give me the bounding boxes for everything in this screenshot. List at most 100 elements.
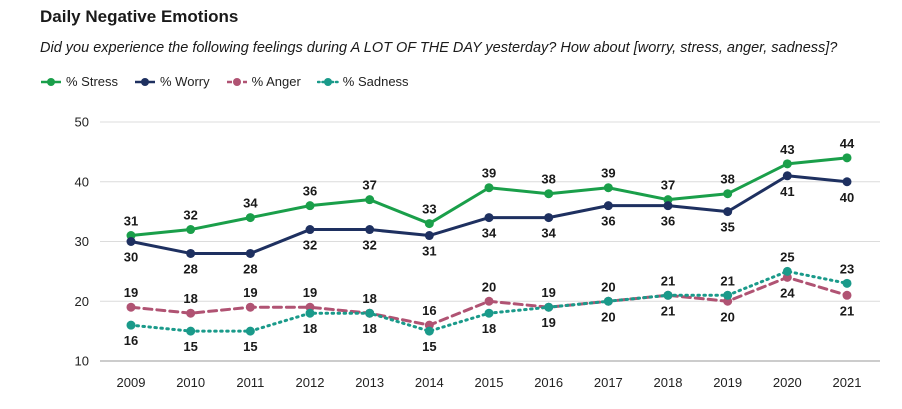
data-label-worry: 31 [422, 244, 436, 259]
data-label-worry: 41 [780, 184, 794, 199]
data-point-sadness [424, 326, 434, 336]
data-label-sadness: 18 [303, 321, 317, 336]
data-point-worry [424, 231, 434, 241]
data-label-worry: 32 [362, 238, 376, 253]
data-point-worry [126, 237, 136, 246]
x-tick-label: 2019 [713, 375, 742, 390]
data-label-worry: 28 [183, 261, 197, 276]
data-point-sadness [245, 326, 255, 336]
data-point-worry [723, 207, 733, 217]
data-label-stress: 39 [482, 166, 496, 181]
data-label-stress: 34 [243, 196, 258, 211]
x-tick-label: 2020 [773, 375, 802, 390]
data-label-stress: 37 [362, 178, 376, 193]
data-point-worry [245, 248, 255, 258]
data-label-anger: 24 [780, 285, 795, 300]
data-label-anger: 19 [303, 285, 317, 300]
legend-label-anger: % Anger [251, 74, 301, 89]
data-label-anger: 20 [601, 279, 615, 294]
data-point-worry [663, 201, 673, 211]
data-label-sadness: 18 [362, 321, 376, 336]
data-label-sadness: 15 [422, 339, 436, 354]
data-point-sadness [663, 290, 673, 300]
data-label-stress: 43 [780, 142, 794, 157]
legend-item-worry: % Worry [134, 74, 210, 89]
legend-swatch-sadness [316, 77, 339, 86]
x-tick-label: 2018 [654, 375, 683, 390]
x-tick-label: 2010 [176, 375, 205, 390]
data-label-stress: 31 [124, 214, 138, 229]
data-label-anger: 21 [661, 303, 675, 318]
y-tick-label: 30 [75, 234, 89, 249]
x-tick-label: 2015 [475, 375, 504, 390]
data-label-anger: 19 [124, 285, 138, 300]
data-point-anger [842, 290, 852, 300]
data-point-sadness [723, 290, 733, 300]
data-label-sadness: 18 [482, 321, 496, 336]
chart-title: Daily Negative Emotions [40, 7, 239, 26]
data-point-anger [126, 302, 136, 312]
data-label-stress: 38 [541, 172, 555, 187]
data-label-anger: 19 [243, 285, 257, 300]
data-label-stress: 33 [422, 202, 436, 217]
legend-item-sadness: % Sadness [316, 74, 409, 89]
data-point-stress [484, 183, 494, 193]
x-tick-label: 2012 [296, 375, 325, 390]
data-point-stress [424, 219, 434, 229]
y-tick-label: 40 [75, 174, 89, 189]
data-label-worry: 28 [243, 261, 257, 276]
data-point-worry [305, 225, 315, 235]
data-point-worry [603, 201, 613, 211]
data-label-sadness: 21 [661, 273, 675, 288]
x-tick-label: 2009 [117, 375, 146, 390]
data-point-anger [186, 308, 196, 318]
data-point-sadness [842, 278, 852, 288]
legend-label-sadness: % Sadness [342, 74, 409, 89]
data-point-sadness [305, 308, 315, 318]
data-point-worry [186, 248, 196, 258]
data-label-sadness: 23 [840, 261, 854, 276]
legend-item-stress: % Stress [40, 74, 118, 89]
data-label-anger: 18 [362, 291, 376, 306]
data-point-worry [365, 225, 375, 235]
data-point-sadness [126, 320, 136, 330]
data-point-stress [842, 153, 852, 163]
data-point-stress [782, 159, 792, 169]
data-label-anger: 19 [541, 285, 555, 300]
data-label-stress: 32 [183, 208, 197, 223]
x-tick-label: 2014 [415, 375, 444, 390]
data-point-stress [603, 183, 613, 193]
data-label-sadness: 15 [183, 339, 197, 354]
data-point-worry [484, 213, 494, 223]
data-point-sadness [484, 308, 494, 318]
y-tick-label: 10 [75, 354, 89, 369]
data-point-stress [544, 189, 554, 199]
data-label-layer: 31 32 34 36 37 33 39 38 39 37 38 43 44 30 28 28 32 32 31 34… [124, 136, 855, 354]
data-point-worry [544, 213, 554, 223]
data-label-worry: 40 [840, 190, 854, 205]
data-point-stress [305, 201, 315, 211]
data-label-anger: 18 [183, 291, 197, 306]
chart-subtitle: Did you experience the following feeling… [40, 40, 838, 56]
data-label-worry: 35 [720, 220, 734, 235]
data-point-worry [782, 171, 792, 181]
data-label-worry: 36 [661, 214, 675, 229]
data-label-stress: 38 [720, 172, 734, 187]
data-point-sadness [782, 266, 792, 276]
data-label-stress: 36 [303, 184, 317, 199]
data-point-anger [245, 302, 255, 312]
data-point-worry [842, 177, 852, 187]
legend-label-worry: % Worry [160, 74, 210, 89]
data-label-stress: 39 [601, 166, 615, 181]
data-point-anger [484, 296, 494, 306]
data-label-sadness: 19 [541, 315, 555, 330]
legend-swatch-worry [135, 77, 156, 86]
data-label-sadness: 25 [780, 249, 794, 264]
x-tick-label: 2017 [594, 375, 623, 390]
x-tick-label: 2021 [833, 375, 862, 390]
legend-swatch-anger [226, 77, 247, 86]
data-label-sadness: 15 [243, 339, 257, 354]
data-label-worry: 34 [482, 226, 497, 241]
data-label-anger: 21 [840, 303, 854, 318]
